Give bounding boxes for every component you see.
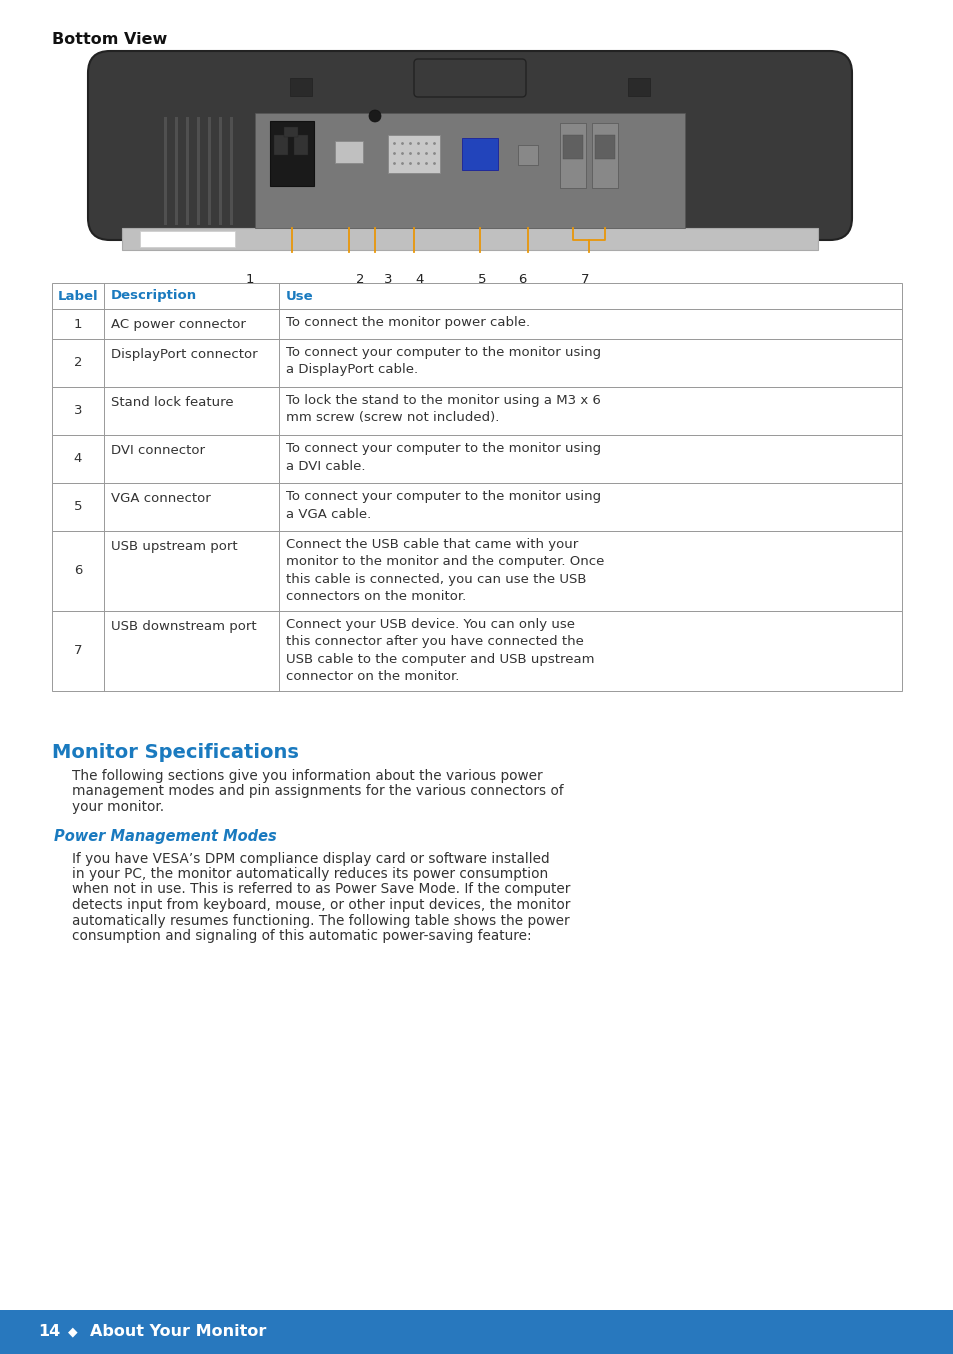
Text: 5: 5	[477, 274, 486, 286]
Bar	[254, 112, 684, 227]
Text: Label: Label	[57, 290, 98, 302]
Bar	[270, 121, 314, 185]
Text: 7: 7	[580, 274, 589, 286]
Text: To lock the stand to the monitor using a M3 x 6
mm screw (screw not included).: To lock the stand to the monitor using a…	[286, 394, 600, 425]
Bar	[52, 309, 901, 338]
Bar	[274, 135, 288, 154]
Text: Use: Use	[286, 290, 314, 302]
Text: consumption and signaling of this automatic power-saving feature:: consumption and signaling of this automa…	[71, 929, 531, 942]
Text: automatically resumes functioning. The following table shows the power: automatically resumes functioning. The f…	[71, 914, 569, 927]
Text: 1: 1	[246, 274, 254, 286]
Bar	[559, 123, 585, 188]
Text: management modes and pin assignments for the various connectors of: management modes and pin assignments for…	[71, 784, 563, 799]
Circle shape	[369, 110, 380, 122]
Text: 4: 4	[416, 274, 424, 286]
Bar	[562, 135, 582, 158]
Text: Monitor Specifications: Monitor Specifications	[52, 743, 298, 762]
Text: DVI connector: DVI connector	[111, 444, 205, 458]
Text: To connect your computer to the monitor using
a DVI cable.: To connect your computer to the monitor …	[286, 441, 600, 473]
Bar	[335, 141, 363, 162]
Text: 3: 3	[383, 274, 392, 286]
Bar	[52, 283, 901, 309]
Bar	[52, 338, 901, 387]
Bar	[52, 387, 901, 435]
Bar	[388, 135, 439, 173]
Bar	[595, 135, 615, 158]
Text: 4: 4	[73, 452, 82, 466]
Text: To connect your computer to the monitor using
a DisplayPort cable.: To connect your computer to the monitor …	[286, 347, 600, 376]
Text: To connect your computer to the monitor using
a VGA cable.: To connect your computer to the monitor …	[286, 490, 600, 520]
Text: Stand lock feature: Stand lock feature	[111, 395, 233, 409]
Bar	[52, 483, 901, 531]
Text: DisplayPort connector: DisplayPort connector	[111, 348, 257, 362]
Bar	[52, 435, 901, 483]
Bar	[294, 135, 308, 154]
Text: 5: 5	[73, 501, 82, 513]
Text: Power Management Modes: Power Management Modes	[54, 830, 276, 845]
Bar	[290, 79, 312, 96]
Text: 2: 2	[355, 274, 364, 286]
Text: your monitor.: your monitor.	[71, 800, 164, 814]
Bar	[122, 227, 817, 250]
Text: ◆: ◆	[68, 1326, 77, 1339]
Text: AC power connector: AC power connector	[111, 318, 246, 330]
Bar	[627, 79, 649, 96]
Bar	[592, 123, 618, 188]
Bar	[52, 531, 901, 611]
Text: The following sections give you information about the various power: The following sections give you informat…	[71, 769, 542, 783]
Text: 2: 2	[73, 356, 82, 370]
FancyBboxPatch shape	[88, 51, 851, 240]
Bar	[140, 232, 234, 246]
Text: when not in use. This is referred to as Power Save Mode. If the computer: when not in use. This is referred to as …	[71, 883, 570, 896]
Text: 7: 7	[73, 645, 82, 658]
Text: detects input from keyboard, mouse, or other input devices, the monitor: detects input from keyboard, mouse, or o…	[71, 898, 570, 913]
Text: Bottom View: Bottom View	[52, 32, 167, 47]
Text: VGA connector: VGA connector	[111, 492, 211, 505]
Text: USB downstream port: USB downstream port	[111, 620, 256, 634]
Text: If you have VESA’s DPM compliance display card or software installed: If you have VESA’s DPM compliance displa…	[71, 852, 549, 865]
Text: 14: 14	[38, 1324, 60, 1339]
Text: About Your Monitor: About Your Monitor	[90, 1324, 266, 1339]
Text: 3: 3	[73, 405, 82, 417]
Text: Connect your USB device. You can only use
this connector after you have connecte: Connect your USB device. You can only us…	[286, 617, 594, 684]
Text: USB upstream port: USB upstream port	[111, 540, 237, 552]
Bar	[461, 138, 497, 171]
Text: in your PC, the monitor automatically reduces its power consumption: in your PC, the monitor automatically re…	[71, 867, 548, 881]
FancyBboxPatch shape	[414, 60, 525, 97]
Text: Description: Description	[111, 290, 197, 302]
Text: 6: 6	[517, 274, 526, 286]
Bar	[52, 611, 901, 691]
Text: 1: 1	[73, 317, 82, 330]
Bar	[517, 145, 537, 165]
Text: 6: 6	[73, 565, 82, 578]
Text: Connect the USB cable that came with your
monitor to the monitor and the compute: Connect the USB cable that came with you…	[286, 538, 604, 604]
Bar	[284, 127, 297, 137]
Bar	[0, 1311, 953, 1354]
Text: To connect the monitor power cable.: To connect the monitor power cable.	[286, 315, 530, 329]
